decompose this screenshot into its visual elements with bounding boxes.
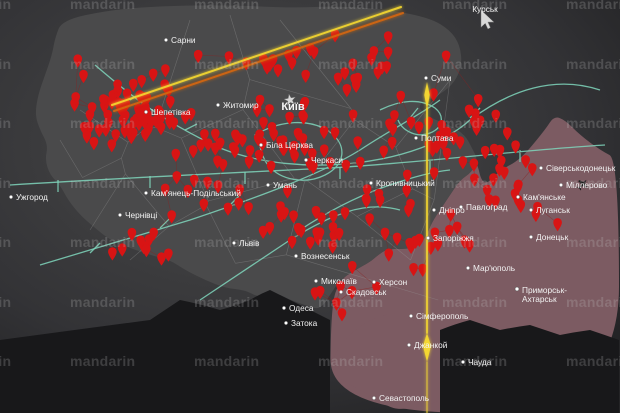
svg-text:Луганськ: Луганськ [536, 205, 570, 215]
svg-text:Ахтарськ: Ахтарськ [522, 294, 557, 304]
svg-text:Міллерово: Міллерово [566, 180, 608, 190]
svg-text:Сімферополь: Сімферополь [416, 311, 468, 321]
svg-text:Севастополь: Севастополь [379, 393, 429, 403]
svg-text:Полтава: Полтава [421, 133, 454, 143]
svg-text:Київ: Київ [281, 101, 305, 113]
svg-text:Мар'юполь: Мар'юполь [473, 263, 515, 273]
svg-text:Ужгород: Ужгород [16, 192, 48, 202]
svg-text:Умань: Умань [273, 180, 297, 190]
svg-text:Кам'янець-Подільський: Кам'янець-Подільський [151, 188, 241, 198]
svg-text:Кам'янське: Кам'янське [523, 192, 566, 202]
svg-text:Житомир: Житомир [223, 100, 259, 110]
svg-text:Кропивницький: Кропивницький [376, 178, 435, 188]
svg-text:Біла Церква: Біла Церква [266, 140, 313, 150]
svg-text:Суми: Суми [431, 73, 452, 83]
svg-text:Донецьк: Донецьк [536, 232, 569, 242]
svg-text:Джанкой: Джанкой [414, 340, 448, 350]
svg-text:Павлоград: Павлоград [466, 202, 508, 212]
svg-text:Львів: Львів [239, 238, 260, 248]
svg-text:Миколаїв: Миколаїв [321, 276, 357, 286]
svg-text:Шепетівка: Шепетівка [151, 107, 191, 117]
svg-text:Херсон: Херсон [379, 277, 407, 287]
svg-text:Скадовськ: Скадовськ [346, 287, 387, 297]
svg-text:Сарни: Сарни [171, 35, 196, 45]
svg-text:Затока: Затока [291, 318, 318, 328]
svg-text:Сіверськодонецьк: Сіверськодонецьк [546, 163, 616, 173]
svg-text:Чернівці: Чернівці [125, 210, 157, 220]
svg-text:Черкаси: Черкаси [311, 155, 343, 165]
svg-text:Курськ: Курськ [472, 4, 498, 14]
svg-text:Вознесенськ: Вознесенськ [301, 251, 350, 261]
svg-text:Чауда: Чауда [468, 357, 492, 367]
svg-text:Запоріжжя: Запоріжжя [433, 233, 474, 243]
svg-text:Одеса: Одеса [289, 303, 314, 313]
